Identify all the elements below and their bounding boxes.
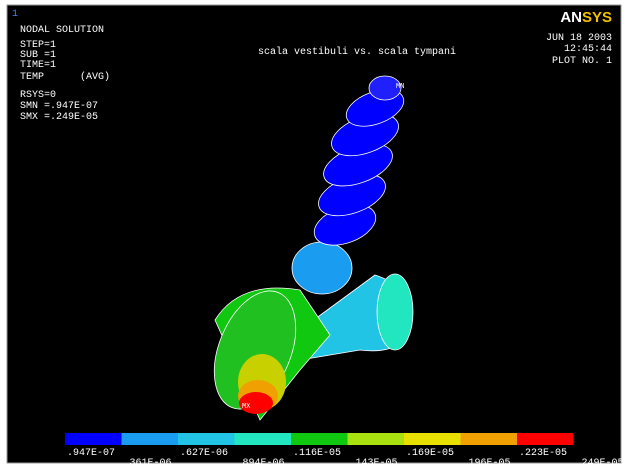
legend-label: .894E-06: [237, 458, 285, 469]
max-label: MX: [242, 403, 251, 411]
window-number: 1: [12, 9, 18, 20]
time: 12:45:44: [564, 44, 612, 55]
logo-part: SYS: [582, 9, 612, 26]
legend-label: .169E-05: [406, 448, 454, 459]
legend-label: .627E-06: [180, 448, 228, 459]
logo: ANSYS: [560, 9, 612, 26]
info-line: RSYS=0: [20, 90, 56, 101]
legend-swatch: [121, 433, 178, 445]
legend-swatch: [234, 433, 291, 445]
logo-part: AN: [560, 9, 582, 26]
legend-swatch: [65, 433, 122, 445]
info-line: SUB =1: [20, 50, 56, 61]
legend-swatch: [517, 433, 574, 445]
legend-swatch: [347, 433, 404, 445]
model: [213, 75, 414, 421]
min-label: MN: [396, 83, 404, 91]
legend-label: .223E-05: [519, 448, 567, 459]
legend-swatch: [291, 433, 348, 445]
info-line: TEMP (AVG): [20, 71, 110, 83]
date: JUN 18 2003: [546, 33, 612, 44]
legend: .947E-07 .361E-06 .627E-06 .894E-06 .116E-05…: [65, 433, 624, 469]
graphics-area: [6, 4, 622, 464]
plot-number: PLOT NO. 1: [552, 56, 612, 67]
legend-swatch: [404, 433, 461, 445]
legend-label: .249E-05: [576, 458, 624, 469]
plot-title: scala vestibuli vs. scala tympani: [258, 46, 456, 58]
legend-label: .947E-07: [67, 448, 115, 459]
legend-swatch: [178, 433, 235, 445]
legend-label: .143E-05: [350, 458, 398, 469]
info-line: SMX =.249E-05: [20, 112, 98, 123]
info-line: STEP=1: [20, 40, 56, 51]
legend-swatch: [460, 433, 517, 445]
legend-label: .196E-05: [463, 458, 511, 469]
info-line: TIME=1: [20, 60, 56, 71]
legend-label: .116E-05: [293, 448, 341, 459]
info-line: NODAL SOLUTION: [20, 25, 104, 36]
legend-label: .361E-06: [124, 458, 172, 469]
info-line: SMN =.947E-07: [20, 101, 98, 112]
